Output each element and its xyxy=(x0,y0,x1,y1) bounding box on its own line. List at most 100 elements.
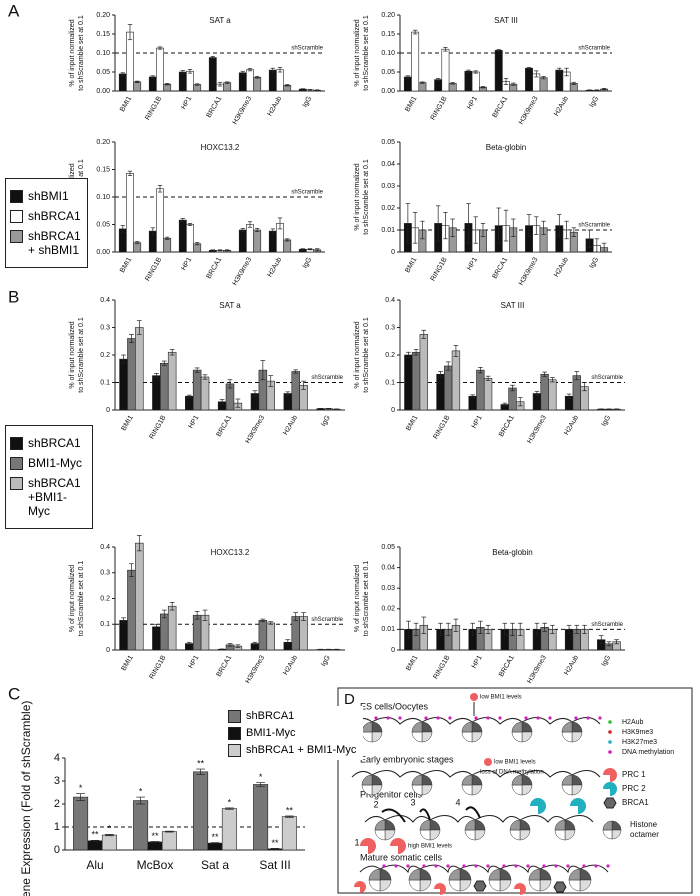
legend-label: PRC 2 xyxy=(622,784,646,793)
x-tick-label: RING1B xyxy=(430,256,449,282)
significance-label: ** xyxy=(151,831,159,841)
significance-label: * xyxy=(259,772,263,782)
histone-quadrant xyxy=(461,721,473,733)
error-bar xyxy=(268,375,274,387)
x-tick-label: BRCA1 xyxy=(206,256,224,280)
legend-label: H3K27me3 xyxy=(622,739,657,746)
x-tick-label: H2Aub xyxy=(563,414,580,436)
error-bar xyxy=(496,207,501,244)
error-bar xyxy=(582,624,587,634)
bar xyxy=(133,81,142,92)
nucleosome xyxy=(602,820,622,840)
y-tick-label: 0.01 xyxy=(381,227,395,234)
error-bar xyxy=(594,238,600,253)
y-tick-label: 0.00 xyxy=(96,249,110,256)
error-bar xyxy=(270,67,275,73)
y-tick-label: 0.15 xyxy=(381,31,395,38)
error-bar xyxy=(219,399,225,405)
histone-quadrant xyxy=(471,731,483,743)
nucleosome xyxy=(411,774,433,796)
x-tick-label: HP1 xyxy=(471,654,484,669)
dna-methylation xyxy=(374,716,378,720)
error-bar xyxy=(318,408,324,410)
nucleosome xyxy=(528,868,552,892)
error-bar xyxy=(120,225,125,233)
dna-methylation xyxy=(448,716,452,720)
error-bar xyxy=(503,209,509,242)
error-bar xyxy=(129,563,134,577)
bar xyxy=(403,76,412,92)
y-tick-label: 0 xyxy=(391,407,395,414)
x-tick-label: H3K9me3 xyxy=(245,654,267,685)
y-tick-label: 0.20 xyxy=(381,12,395,19)
histone-quadrant xyxy=(368,879,381,892)
error-bar xyxy=(186,394,192,398)
error-bar xyxy=(285,84,290,87)
error-bar xyxy=(227,643,233,647)
histone-quadrant xyxy=(571,784,583,796)
error-bar xyxy=(210,56,215,60)
y-axis-label: % of input normalized xyxy=(354,163,361,230)
bar xyxy=(283,393,293,411)
stage-note: low BMI1 levels xyxy=(494,760,536,766)
legend-swatch xyxy=(10,210,23,223)
bar xyxy=(185,395,194,411)
error-bar xyxy=(247,221,253,228)
x-tick-label: BMI1 xyxy=(404,95,418,113)
histone-quadrant xyxy=(459,868,472,881)
histone-quadrant xyxy=(474,819,486,831)
error-bar xyxy=(466,203,471,244)
bar xyxy=(268,69,277,92)
legend-item: BMI1-Myc xyxy=(228,726,363,740)
error-bar xyxy=(256,782,265,787)
dna-methylation xyxy=(526,864,530,868)
prc1-icon xyxy=(514,883,526,895)
error-bar xyxy=(180,70,185,74)
x-tick-label: H3K9me3 xyxy=(232,95,254,126)
error-bar xyxy=(421,329,427,339)
error-bar xyxy=(217,249,223,252)
histone-quadrant xyxy=(509,819,521,831)
error-bar xyxy=(285,815,294,818)
error-bar xyxy=(450,218,455,237)
dna-methylation xyxy=(502,864,506,868)
error-bar xyxy=(420,220,425,240)
histone-quadrant xyxy=(554,829,566,841)
dna-methylation xyxy=(574,716,578,720)
error-bar xyxy=(526,67,532,70)
error-bar xyxy=(161,360,167,366)
legend-label: BMI1-Myc xyxy=(246,727,296,739)
histone-quadrant xyxy=(568,868,581,881)
x-tick-label: RING1B xyxy=(149,654,168,680)
y-axis-label: to shScramble set at 0.1 xyxy=(363,15,370,91)
histone-quadrant xyxy=(411,774,423,786)
histone-quadrant xyxy=(571,774,583,786)
error-bar xyxy=(270,848,280,850)
error-bar xyxy=(196,768,205,775)
error-bar xyxy=(445,622,451,636)
y-tick-label: 0 xyxy=(54,844,60,856)
error-bar xyxy=(252,641,258,646)
stage-title: Early embryonic stages xyxy=(360,754,454,764)
x-tick-label: RING1B xyxy=(144,95,163,121)
nucleosome xyxy=(368,868,392,892)
legend-label: PRC 1 xyxy=(622,770,646,779)
dna-methylation xyxy=(434,864,438,868)
bar xyxy=(147,841,163,851)
error-bar xyxy=(326,408,331,410)
dna-methylation xyxy=(398,716,402,720)
histone-quadrant xyxy=(539,879,552,892)
bar xyxy=(221,808,237,851)
significance-label: ** xyxy=(197,758,205,768)
bar xyxy=(163,237,172,253)
bar xyxy=(253,229,262,253)
legend: shBRCA1 BMI1-Myc shBRCA1 + BMI1-Myc xyxy=(228,706,363,760)
error-bar xyxy=(413,622,419,636)
error-bar xyxy=(277,67,283,73)
histone-quadrant xyxy=(511,731,523,743)
error-bar xyxy=(194,611,200,620)
bar xyxy=(299,616,308,651)
chart-title: SAT a xyxy=(209,16,231,25)
y-tick-label: 0 xyxy=(106,647,110,654)
error-bar xyxy=(268,621,274,625)
